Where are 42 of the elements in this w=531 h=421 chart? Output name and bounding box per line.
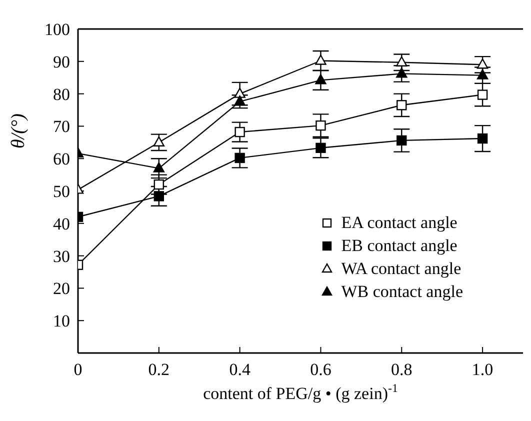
x-axis-title: content of PEG/g • (g zein)$^{-1}$: [203, 381, 398, 403]
y-tick-label: 40: [53, 214, 70, 234]
x-tick-label: 0.2: [148, 360, 170, 380]
x-tick-label: 0.4: [229, 360, 251, 380]
x-tick-label: 0: [74, 360, 82, 380]
point: [396, 100, 407, 110]
point: [396, 68, 408, 78]
y-axis-title: θ/(°): [8, 114, 29, 148]
point: [234, 126, 245, 138]
point: [153, 136, 165, 146]
y-tick-label: 90: [53, 52, 70, 72]
point: [234, 152, 245, 164]
point: [154, 179, 164, 190]
y-tick-label: 30: [53, 246, 70, 266]
y-tick-label: 80: [53, 84, 70, 104]
point: [396, 135, 407, 146]
legend-label: WB contact angle: [341, 281, 463, 303]
point: [315, 54, 326, 65]
point: [477, 90, 488, 100]
y-tick-label: 10: [53, 312, 70, 331]
point: [154, 191, 164, 202]
y-tick-label: 60: [53, 150, 70, 169]
x-tick-label: 0.8: [391, 360, 412, 380]
point: [476, 69, 488, 80]
x-tick-label: 1.0: [472, 360, 494, 380]
x-tick-label: 0.6: [310, 360, 332, 380]
legend-label: EA contact angle: [341, 212, 458, 234]
point: [316, 120, 326, 131]
y-tick-label: 70: [53, 117, 70, 136]
legend-label: WA contact angle: [341, 258, 462, 280]
point: [315, 74, 326, 84]
point: [234, 88, 246, 98]
point: [477, 133, 488, 144]
point: [316, 142, 326, 154]
y-tick-label: 50: [53, 182, 70, 202]
y-tick-label: 20: [53, 279, 70, 298]
legend-label: EB contact angle: [341, 235, 458, 257]
point: [476, 58, 488, 69]
point: [396, 56, 408, 66]
point: [153, 162, 165, 172]
point: [234, 95, 246, 106]
y-tick-label: 100: [44, 20, 70, 40]
